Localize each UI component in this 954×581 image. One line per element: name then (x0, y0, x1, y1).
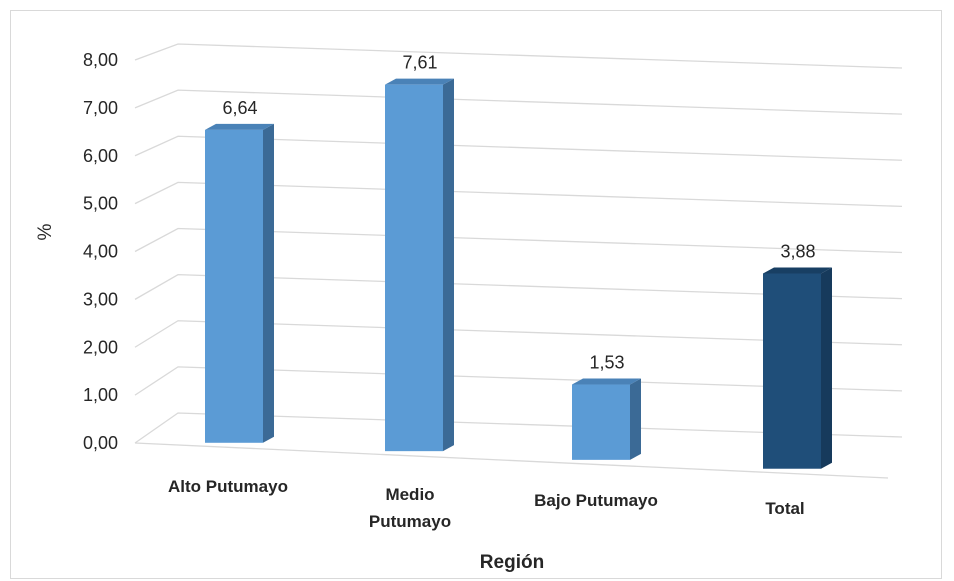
y-tick-label: 6,00 (83, 146, 118, 166)
bar-top (763, 267, 832, 274)
bar-side (821, 267, 832, 469)
gridline (134, 43, 903, 69)
y-tick-label: 5,00 (83, 194, 118, 214)
y-tick-label: 4,00 (83, 242, 118, 262)
x-tick-label: Total (765, 499, 804, 518)
x-tick-label: Medio (385, 485, 434, 504)
gridline (134, 412, 903, 444)
bar-top (205, 123, 274, 130)
bar-side (263, 123, 274, 443)
data-label: 3,88 (780, 241, 815, 261)
data-label: 1,53 (589, 353, 624, 373)
bar-alto-putumayo (205, 123, 274, 443)
floor-edge (134, 442, 889, 479)
bar-front (385, 84, 443, 452)
gridline (134, 273, 903, 300)
y-axis-title: % (35, 223, 56, 240)
bar-side (630, 378, 641, 460)
data-label: 7,61 (402, 53, 437, 73)
gridline (134, 320, 903, 348)
bar-front (572, 384, 630, 460)
data-labels: 6,64 7,61 1,53 3,88 (222, 53, 815, 373)
bar-top (385, 78, 454, 85)
y-tick-label: 2,00 (83, 337, 118, 357)
x-axis-categories: Alto Putumayo Medio Putumayo Bajo Putumayo T… (168, 477, 805, 531)
y-tick-label: 0,00 (83, 433, 118, 453)
y-tick-label: 3,00 (83, 289, 118, 309)
gridline (134, 366, 903, 396)
bar-total (763, 267, 832, 469)
bars (205, 78, 832, 469)
x-tick-label: Alto Putumayo (168, 477, 288, 496)
gridlines (134, 43, 903, 479)
bar-top (572, 378, 641, 385)
bar-front (205, 129, 263, 443)
data-label: 6,64 (222, 98, 257, 118)
gridline (134, 89, 903, 115)
gridline (134, 181, 903, 208)
y-axis-ticks: 0,00 1,00 2,00 3,00 4,00 5,00 6,00 7,00 8,00 (83, 50, 118, 453)
gridline (134, 227, 903, 254)
gridline (134, 135, 903, 161)
x-tick-label: Bajo Putumayo (534, 491, 658, 510)
bar-bajo-putumayo (572, 378, 641, 460)
y-tick-label: 1,00 (83, 385, 118, 405)
bar-medio-putumayo (385, 78, 454, 452)
x-tick-label: Putumayo (369, 512, 451, 531)
bar-side (443, 78, 454, 452)
y-tick-label: 7,00 (83, 98, 118, 118)
y-tick-label: 8,00 (83, 50, 118, 70)
bar-front (763, 273, 821, 469)
x-axis-title: Región (480, 552, 544, 573)
